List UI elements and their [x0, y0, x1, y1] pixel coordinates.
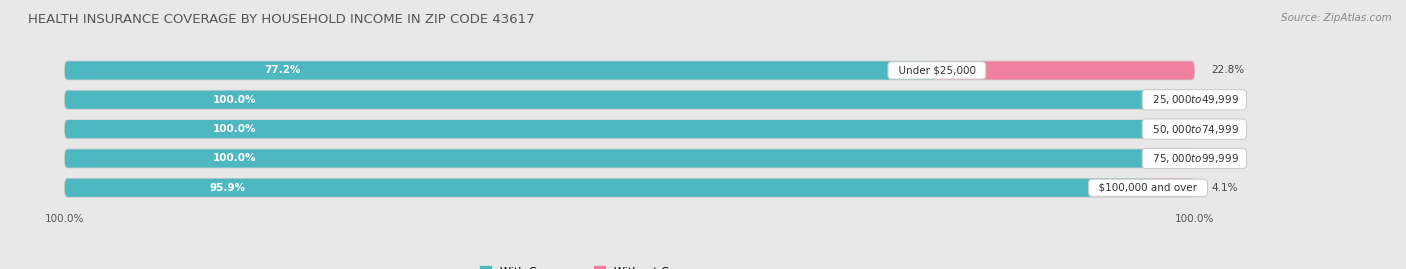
Text: 0.0%: 0.0% [1212, 124, 1237, 134]
FancyBboxPatch shape [65, 120, 1194, 138]
FancyBboxPatch shape [936, 61, 1194, 80]
Text: $25,000 to $49,999: $25,000 to $49,999 [1146, 93, 1243, 106]
Text: $50,000 to $74,999: $50,000 to $74,999 [1146, 123, 1243, 136]
Text: 22.8%: 22.8% [1212, 65, 1244, 75]
FancyBboxPatch shape [65, 91, 1194, 109]
Text: HEALTH INSURANCE COVERAGE BY HOUSEHOLD INCOME IN ZIP CODE 43617: HEALTH INSURANCE COVERAGE BY HOUSEHOLD I… [28, 13, 534, 26]
FancyBboxPatch shape [65, 179, 1149, 197]
FancyBboxPatch shape [65, 91, 1194, 109]
Text: $100,000 and over: $100,000 and over [1092, 183, 1204, 193]
FancyBboxPatch shape [65, 149, 1194, 168]
FancyBboxPatch shape [65, 149, 1194, 168]
Text: Under $25,000: Under $25,000 [891, 65, 981, 75]
FancyBboxPatch shape [65, 61, 936, 80]
FancyBboxPatch shape [1149, 179, 1194, 197]
Text: 4.1%: 4.1% [1212, 183, 1237, 193]
FancyBboxPatch shape [65, 179, 1194, 197]
Text: 100.0%: 100.0% [212, 124, 256, 134]
Text: 100.0%: 100.0% [212, 154, 256, 164]
Text: $75,000 to $99,999: $75,000 to $99,999 [1146, 152, 1243, 165]
Text: 0.0%: 0.0% [1212, 95, 1237, 105]
Text: Source: ZipAtlas.com: Source: ZipAtlas.com [1281, 13, 1392, 23]
Text: 100.0%: 100.0% [212, 95, 256, 105]
Text: 95.9%: 95.9% [209, 183, 245, 193]
Text: 77.2%: 77.2% [264, 65, 301, 75]
Legend: With Coverage, Without Coverage: With Coverage, Without Coverage [481, 267, 714, 269]
Text: 0.0%: 0.0% [1212, 154, 1237, 164]
FancyBboxPatch shape [65, 120, 1194, 138]
FancyBboxPatch shape [65, 61, 1194, 80]
